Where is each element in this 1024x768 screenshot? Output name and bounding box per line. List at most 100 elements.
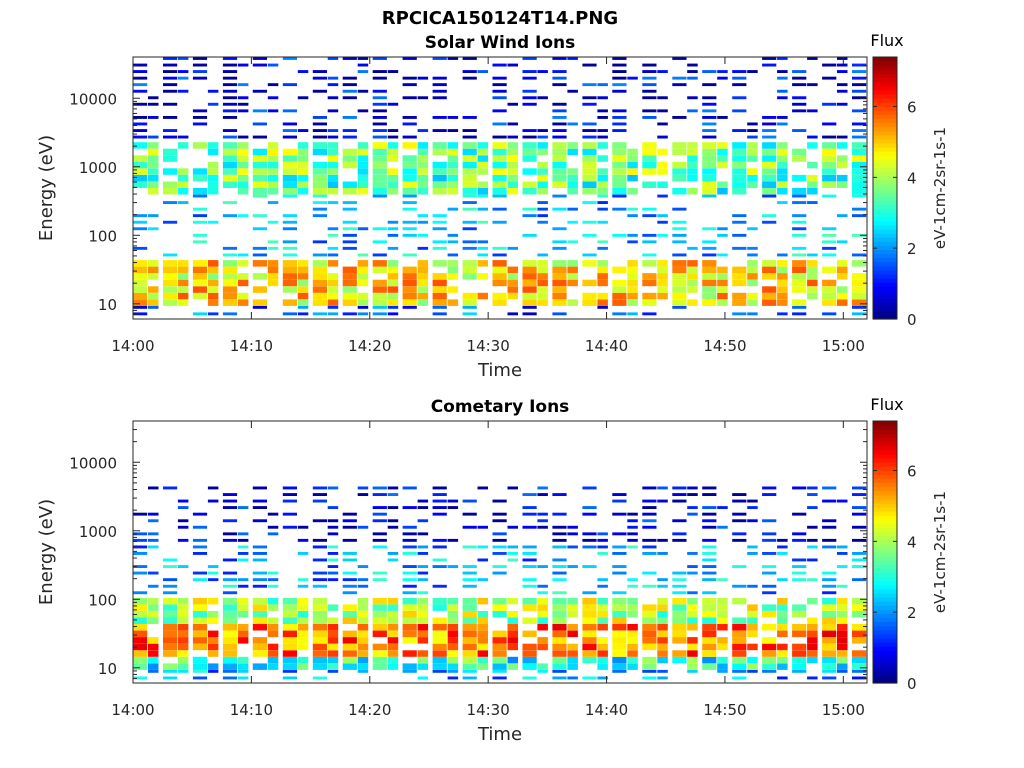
heatmap-cell	[312, 611, 327, 618]
heatmap-cell	[777, 57, 788, 60]
heatmap-cell	[477, 168, 488, 175]
heatmap-cell	[852, 142, 867, 149]
x-tick-label: 14:30	[467, 701, 510, 719]
heatmap-cell	[432, 148, 447, 156]
heatmap-cell	[852, 552, 867, 555]
colorbar-segment	[873, 474, 897, 479]
heatmap-cell	[582, 102, 597, 106]
heatmap-cell	[327, 656, 339, 664]
heatmap-cell	[133, 611, 148, 618]
heatmap-cell	[372, 663, 387, 670]
heatmap-cell	[432, 584, 447, 588]
heatmap-cell	[342, 207, 357, 211]
heatmap-cell	[687, 650, 698, 657]
heatmap-cell	[522, 135, 537, 139]
heatmap-cell	[687, 286, 698, 293]
heatmap-cell	[192, 266, 208, 274]
heatmap-cell	[462, 637, 477, 644]
heatmap-cell	[447, 240, 459, 244]
heatmap-cell	[852, 493, 867, 496]
heatmap-cell	[252, 246, 267, 250]
heatmap-cell	[387, 525, 399, 529]
heatmap-cell	[417, 129, 429, 132]
heatmap-cell	[432, 643, 447, 651]
heatmap-cell	[837, 604, 848, 611]
panel-title-cometary: Cometary Ions	[431, 397, 570, 417]
heatmap-cell	[222, 617, 238, 624]
heatmap-cell	[387, 102, 399, 106]
heatmap-cell	[222, 312, 238, 316]
colorbar-segment	[873, 576, 897, 582]
heatmap-cell	[582, 532, 597, 536]
heatmap-cell	[357, 663, 369, 670]
heatmap-cell	[447, 260, 459, 267]
heatmap-cell	[612, 565, 627, 568]
heatmap-cell	[237, 83, 249, 87]
heatmap-cell	[372, 279, 387, 287]
heatmap-cell	[792, 305, 807, 309]
heatmap-cell	[402, 506, 417, 509]
heatmap-cell	[387, 260, 399, 267]
heatmap-cell	[762, 565, 777, 568]
heatmap-cell	[552, 129, 567, 132]
heatmap-cell	[148, 532, 159, 536]
heatmap-cell	[342, 604, 357, 611]
heatmap-cell	[552, 643, 567, 651]
heatmap-cell	[537, 129, 548, 132]
heatmap-cell	[357, 312, 369, 316]
heatmap-cell	[852, 96, 867, 100]
colorbar-segment	[873, 547, 897, 553]
heatmap-cell	[717, 299, 728, 306]
heatmap-cell	[492, 663, 507, 670]
heatmap-cell	[133, 220, 148, 224]
heatmap-cell	[177, 624, 189, 631]
heatmap-cell	[552, 142, 567, 149]
heatmap-cell	[822, 299, 837, 306]
heatmap-cell	[837, 656, 848, 664]
heatmap-cell	[342, 519, 357, 523]
heatmap-cell	[327, 545, 339, 549]
heatmap-cell	[777, 611, 788, 618]
colorbar-segment	[873, 179, 897, 185]
heatmap-cell	[312, 676, 327, 680]
heatmap-cell	[492, 643, 507, 651]
heatmap-cell	[342, 584, 357, 588]
heatmap-cell	[612, 591, 627, 595]
heatmap-cell	[657, 168, 668, 175]
heatmap-cell	[747, 174, 758, 182]
heatmap-cell	[747, 260, 758, 267]
heatmap-cell	[387, 279, 399, 287]
heatmap-cell	[687, 617, 698, 624]
heatmap-cell	[222, 558, 238, 562]
heatmap-cell	[657, 286, 668, 293]
heatmap-cell	[342, 83, 357, 87]
heatmap-cell	[252, 260, 267, 267]
colorbar-segment	[873, 490, 897, 496]
heatmap-cell	[192, 643, 208, 651]
heatmap-cell	[222, 266, 238, 274]
heatmap-cell	[837, 299, 848, 306]
colorbar-segment	[873, 642, 897, 647]
heatmap-cell	[552, 83, 567, 87]
heatmap-cell	[612, 57, 627, 60]
heatmap-cell	[357, 57, 369, 60]
heatmap-cell	[777, 292, 788, 300]
heatmap-cell	[852, 83, 867, 87]
heatmap-cell	[837, 643, 848, 651]
heatmap-cell	[717, 70, 728, 73]
heatmap-cell	[852, 181, 867, 188]
heatmap-cell	[807, 109, 818, 113]
heatmap-cell	[357, 155, 369, 162]
heatmap-cell	[312, 174, 327, 182]
heatmap-cell	[252, 499, 267, 503]
heatmap-cell	[777, 70, 788, 73]
heatmap-cell	[163, 292, 178, 300]
heatmap-cell	[777, 188, 788, 195]
heatmap-cell	[312, 604, 327, 611]
heatmap-cell	[597, 96, 608, 100]
heatmap-cell	[792, 83, 807, 87]
heatmap-cell	[342, 188, 357, 195]
heatmap-cell	[222, 142, 238, 149]
heatmap-cell	[492, 260, 507, 267]
heatmap-cell	[552, 617, 567, 624]
